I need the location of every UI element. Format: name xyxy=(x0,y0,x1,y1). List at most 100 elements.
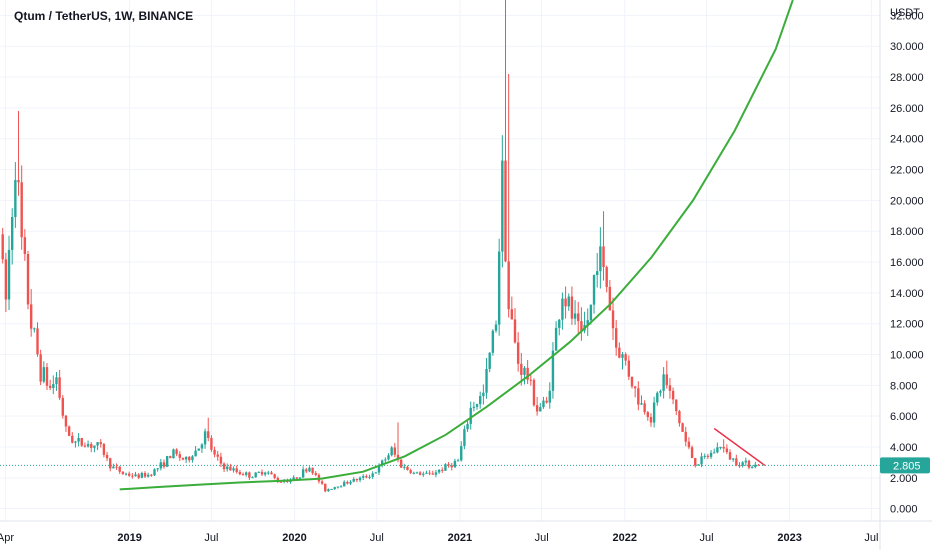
candle-body xyxy=(121,471,125,474)
candle-body xyxy=(14,180,17,217)
candle-body xyxy=(630,376,634,387)
candle-body xyxy=(744,460,748,463)
candle-body xyxy=(554,327,558,351)
candle-body xyxy=(93,445,96,448)
candle-body xyxy=(558,319,561,328)
candle-body xyxy=(564,298,567,307)
candle-body xyxy=(71,435,74,443)
candle-body xyxy=(649,417,653,423)
candle-body xyxy=(700,456,703,465)
candle-body xyxy=(488,352,491,369)
candle-body xyxy=(482,392,485,397)
candle-body xyxy=(412,472,415,474)
candle-body xyxy=(659,390,662,393)
price-axis[interactable]: 0.000 2.000 4.000 6.000 8.000 10.000 12.000 14.… xyxy=(879,0,930,550)
candle-body xyxy=(757,464,760,466)
candle-body xyxy=(741,462,744,466)
x-tick-label: 2022 xyxy=(613,532,637,544)
candle-body xyxy=(181,457,185,460)
candle-body xyxy=(10,216,14,250)
time-axis[interactable]: Apr 2019 Jul 2020 Jul 2021 Jul 2022 Jul 2023 Jul xyxy=(0,520,932,544)
candle-body xyxy=(497,251,501,325)
y-tick-label: 16.000 xyxy=(890,257,924,269)
candle-body xyxy=(453,460,457,468)
candle-body xyxy=(219,456,223,464)
candle-body xyxy=(45,367,49,386)
candle-body xyxy=(415,472,419,474)
x-tick-label: 2019 xyxy=(117,532,141,544)
candle-body xyxy=(475,404,479,407)
candle-body xyxy=(248,472,251,478)
y-tick-label: 28.000 xyxy=(890,72,924,84)
candle-body xyxy=(172,449,175,459)
candle-body xyxy=(624,354,627,361)
candle-body xyxy=(716,447,719,453)
candle-body xyxy=(460,446,463,461)
candle-body xyxy=(523,367,526,375)
candle-body xyxy=(232,468,235,471)
candle-body xyxy=(52,384,55,388)
candle-body xyxy=(406,466,409,471)
candle-body xyxy=(542,400,545,408)
candle-body xyxy=(42,367,46,382)
candle-body xyxy=(447,464,450,466)
candle-body xyxy=(697,464,700,466)
x-tick-label: 2020 xyxy=(282,532,306,544)
candle-body xyxy=(425,472,428,474)
candle-body xyxy=(241,474,245,476)
candle-body xyxy=(577,313,580,322)
candle-body xyxy=(80,437,83,446)
y-tick-label: 32.000 xyxy=(890,10,924,22)
candle-body xyxy=(431,473,434,475)
candle-body xyxy=(608,286,612,311)
candle-body xyxy=(684,431,687,442)
candle-body xyxy=(539,407,542,412)
candle-body xyxy=(681,423,684,432)
candle-body xyxy=(374,472,378,474)
candle-body xyxy=(422,473,425,475)
candle-body xyxy=(39,354,42,382)
candle-body xyxy=(633,386,637,389)
candle-body xyxy=(146,474,150,477)
candle-body xyxy=(694,458,697,466)
candle-body xyxy=(159,462,163,469)
candle-body xyxy=(434,472,438,475)
candle-body xyxy=(690,447,694,459)
candle-body xyxy=(479,396,482,405)
candle-body xyxy=(725,448,729,453)
candle-body xyxy=(143,472,147,477)
candle-body xyxy=(652,402,656,423)
candle-body xyxy=(494,324,498,331)
candle-body xyxy=(184,456,188,460)
candle-body xyxy=(393,447,397,455)
candle-body xyxy=(178,454,181,458)
candle-body xyxy=(213,449,216,455)
candle-body xyxy=(678,411,681,424)
candle-body xyxy=(463,429,466,447)
candle-body xyxy=(687,441,691,448)
candle-body xyxy=(441,469,444,471)
candle-body xyxy=(545,400,548,403)
y-tick-label: 30.000 xyxy=(890,41,924,53)
candle-body xyxy=(235,468,238,472)
candle-body xyxy=(194,450,197,457)
candle-body xyxy=(273,474,276,478)
candle-body xyxy=(713,452,716,454)
candle-body xyxy=(371,473,374,477)
candle-body xyxy=(1,234,4,260)
candle-body xyxy=(55,377,58,385)
candle-body xyxy=(355,479,359,481)
candle-body xyxy=(4,259,8,300)
candle-body xyxy=(535,405,539,412)
candle-body xyxy=(614,328,618,348)
candle-body xyxy=(387,455,390,460)
x-tick-label: Jul xyxy=(535,532,549,544)
candle-body xyxy=(83,445,87,447)
candle-body xyxy=(162,462,166,467)
candle-body xyxy=(137,474,140,478)
candle-body xyxy=(207,431,210,438)
candle-body xyxy=(61,397,64,416)
candle-body xyxy=(671,390,675,400)
candle-body xyxy=(124,473,128,475)
